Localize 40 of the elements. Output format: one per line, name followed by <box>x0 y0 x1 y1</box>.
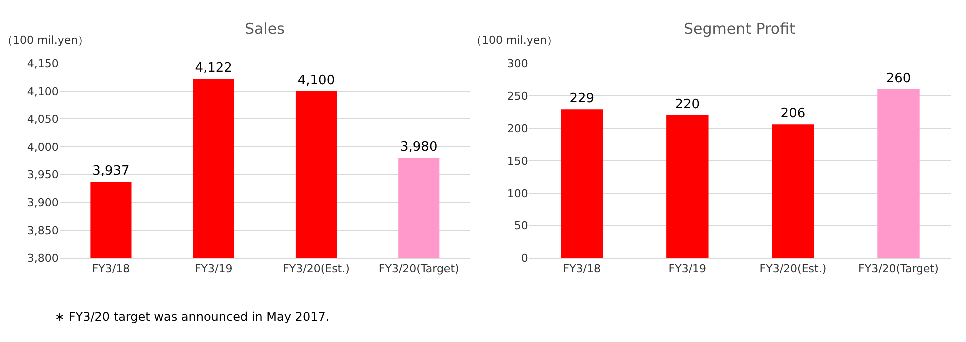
data-label: 4,100 <box>298 73 336 88</box>
y-axis-title: （100 mil.yen） <box>471 34 558 47</box>
y-axis-title: （100 mil.yen） <box>2 34 90 47</box>
data-label: 220 <box>675 98 700 113</box>
y-tick-label: 250 <box>507 90 528 103</box>
y-tick-label: 3,850 <box>27 224 59 238</box>
data-label: 3,980 <box>400 140 438 156</box>
chart-title: Segment Profit <box>684 20 796 38</box>
y-tick-label: 4,100 <box>27 85 59 98</box>
y-tick-label: 3,900 <box>27 196 59 210</box>
data-label: 3,937 <box>92 164 130 180</box>
data-label: 4,122 <box>195 61 232 76</box>
x-tick-label: FY3/19 <box>194 262 233 276</box>
y-tick-label: 3,800 <box>27 252 59 266</box>
y-tick-label: 200 <box>507 122 528 136</box>
x-tick-label: FY3/19 <box>668 262 707 276</box>
chart-title: Sales <box>245 20 286 38</box>
y-tick-label: 150 <box>507 154 528 168</box>
text: ∗ FY3/20 target was announced in May 2017. <box>55 310 330 324</box>
bar <box>772 124 814 258</box>
x-tick-label: FY3/20(Est.) <box>283 262 350 276</box>
y-tick-label: 50 <box>514 220 528 233</box>
x-tick-label: FY3/20(Est.) <box>760 262 827 276</box>
x-tick-label: FY3/18 <box>92 262 130 276</box>
x-tick-label: FY3/18 <box>563 262 602 276</box>
y-tick-label: 300 <box>507 57 528 70</box>
y-tick-label: 4,150 <box>27 57 59 70</box>
bar <box>561 110 604 258</box>
x-tick-label: FY3/20(Target) <box>378 262 460 276</box>
y-tick-label: 3,950 <box>27 168 59 182</box>
data-label: 260 <box>886 72 912 87</box>
data-label: 206 <box>780 106 806 122</box>
y-tick-label: 0 <box>521 252 528 266</box>
x-tick-label: FY3/20(Target) <box>858 262 939 276</box>
y-tick-label: 4,000 <box>27 140 59 154</box>
bar <box>666 116 709 258</box>
bar <box>878 90 920 258</box>
data-label: 229 <box>570 92 595 107</box>
y-tick-label: 4,050 <box>27 113 59 126</box>
y-tick-label: 100 <box>507 187 528 200</box>
